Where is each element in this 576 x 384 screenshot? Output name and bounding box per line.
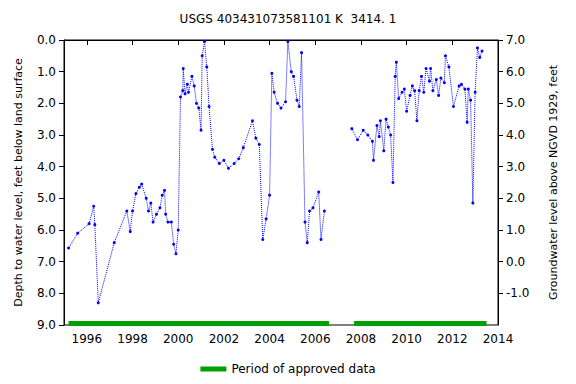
svg-text:Depth to water level, feet bel: Depth to water level, feet below land su… <box>12 58 25 307</box>
svg-text:3.0: 3.0 <box>506 160 525 174</box>
svg-text:2002: 2002 <box>209 332 240 346</box>
svg-text:2.0: 2.0 <box>506 191 525 205</box>
svg-text:2008: 2008 <box>346 332 377 346</box>
svg-text:0.0: 0.0 <box>37 33 56 47</box>
svg-text:2004: 2004 <box>254 332 285 346</box>
svg-text:-1.0: -1.0 <box>506 286 529 300</box>
svg-text:5.0: 5.0 <box>506 96 525 110</box>
svg-text:Groundwater level above NGVD 1: Groundwater level above NGVD 1929, feet <box>547 64 560 300</box>
svg-text:1998: 1998 <box>117 332 148 346</box>
svg-text:3.0: 3.0 <box>37 128 56 142</box>
svg-text:6.0: 6.0 <box>37 223 56 237</box>
svg-text:6.0: 6.0 <box>506 65 525 79</box>
svg-text:5.0: 5.0 <box>37 191 56 205</box>
svg-text:1.0: 1.0 <box>506 223 525 237</box>
svg-text:0.0: 0.0 <box>506 255 525 269</box>
svg-text:7.0: 7.0 <box>506 33 525 47</box>
svg-text:7.0: 7.0 <box>37 255 56 269</box>
svg-text:2006: 2006 <box>300 332 331 346</box>
svg-text:4.0: 4.0 <box>37 160 56 174</box>
svg-text:2000: 2000 <box>163 332 194 346</box>
svg-text:2012: 2012 <box>437 332 468 346</box>
svg-text:2014: 2014 <box>483 332 514 346</box>
svg-text:1996: 1996 <box>72 332 103 346</box>
svg-text:USGS 403431073581101 K 3414.: USGS 403431073581101 K 3414. 1 <box>180 12 397 26</box>
svg-text:4.0: 4.0 <box>506 128 525 142</box>
svg-text:2.0: 2.0 <box>37 96 56 110</box>
svg-text:8.0: 8.0 <box>37 286 56 300</box>
svg-text:9.0: 9.0 <box>37 318 56 332</box>
svg-text:Period of approved data: Period of approved data <box>231 362 375 376</box>
svg-text:2010: 2010 <box>391 332 422 346</box>
svg-text:1.0: 1.0 <box>37 65 56 79</box>
